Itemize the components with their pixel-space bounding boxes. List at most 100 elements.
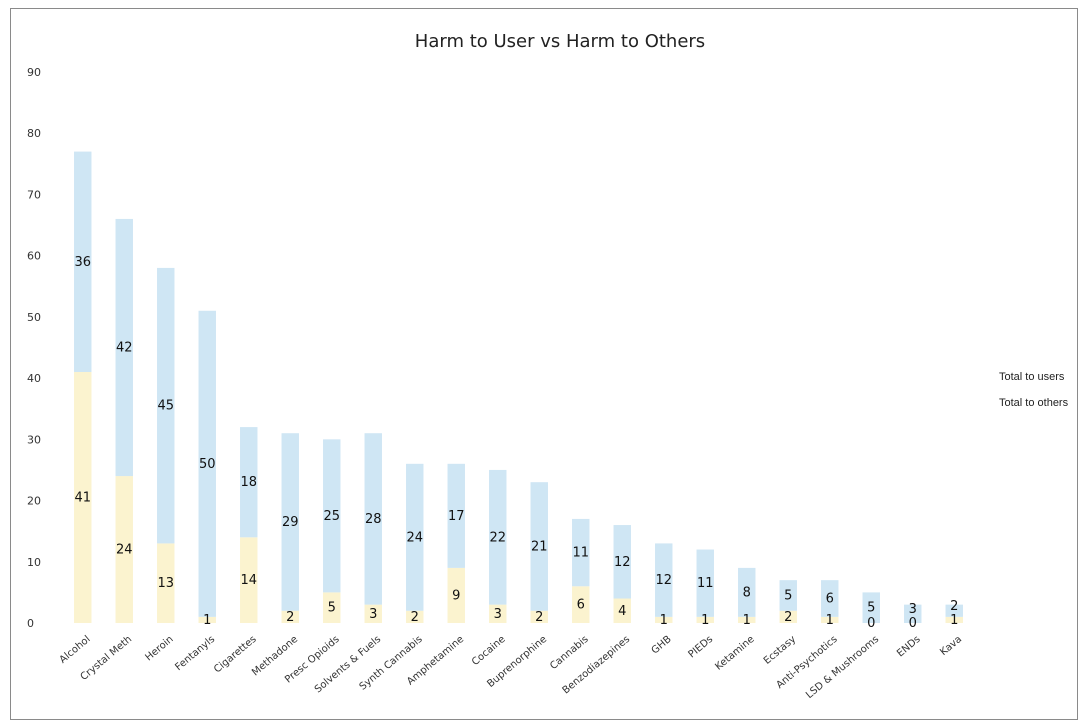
x-tick-label: PIEDs [686,634,715,661]
data-label-users: 6 [826,592,834,607]
x-tick-label: Fentanyls [173,634,217,673]
data-label-users: 36 [74,255,91,270]
bar-others [406,610,424,623]
data-label-others: 5 [328,601,336,616]
x-tick-label: Ecstasy [762,634,798,667]
bar-others [572,586,590,623]
bar-users [157,267,175,544]
data-label-users: 11 [697,576,714,591]
bar-others [821,616,839,623]
bar-users [406,463,424,611]
data-label-users: 42 [116,341,133,356]
data-label-users: 18 [240,475,257,490]
bar-users [240,427,258,538]
data-label-users: 28 [365,512,382,527]
data-label-others: 2 [411,610,419,625]
legend-item-others: Total to others [999,397,1069,409]
bar-users [281,433,299,611]
x-tick-label: Cocaine [470,634,508,668]
y-tick-label: 20 [27,495,41,508]
bar-others [240,537,258,623]
bar-others [655,616,673,623]
x-tick-label: LSD & Mushrooms [804,634,881,701]
y-tick-label: 80 [27,127,41,140]
data-label-others: 0 [867,616,875,631]
bar-others [613,598,631,623]
data-label-others: 1 [743,613,751,628]
bar-others [696,616,714,623]
data-label-others: 2 [286,610,294,625]
bar-others [198,616,216,623]
y-tick-label: 40 [27,372,41,385]
data-label-others: 1 [660,613,668,628]
x-tick-label: Alcohol [58,634,93,666]
bar-others [74,371,92,623]
data-label-users: 3 [909,602,917,617]
bar-others [945,616,963,623]
data-label-users: 12 [655,573,672,588]
data-label-users: 8 [743,585,751,600]
data-label-others: 4 [618,604,626,619]
data-label-users: 2 [950,599,958,614]
data-label-users: 45 [157,399,174,414]
bar-users [696,549,714,617]
data-label-others: 3 [369,607,377,622]
x-tick-label: Ketamine [713,634,756,673]
data-label-others: 13 [157,576,174,591]
data-label-others: 0 [909,616,917,631]
data-label-users: 5 [867,601,875,616]
data-label-others: 1 [203,613,211,628]
bar-users [364,433,382,605]
bar-users [323,439,341,593]
data-label-others: 24 [116,543,133,558]
data-label-others: 6 [577,598,585,613]
y-tick-label: 70 [27,188,41,201]
bar-users [447,463,465,568]
data-label-others: 1 [701,613,709,628]
data-label-users: 5 [784,588,792,603]
x-tick-label: GHB [650,634,674,657]
bar-users [74,151,92,372]
bar-others [447,567,465,623]
y-tick-label: 10 [27,556,41,569]
data-label-others: 9 [452,588,460,603]
data-label-users: 22 [489,530,506,545]
bar-users [115,218,133,477]
bar-others [779,610,797,623]
chart-title: Harm to User vs Harm to Others [414,31,706,52]
bar-users [198,310,216,617]
data-label-others: 3 [494,607,502,622]
data-label-others: 41 [74,490,91,505]
bar-others [323,592,341,623]
bar-others [489,604,507,623]
bar-others [738,616,756,623]
data-label-others: 1 [950,613,958,628]
x-tick-label: Kava [938,634,964,658]
x-tick-label: Cannabis [548,634,591,672]
data-label-users: 50 [199,457,216,472]
data-label-users: 12 [614,555,631,570]
bar-others [364,604,382,623]
bar-users [655,543,673,617]
bar-users [945,604,963,617]
y-tick-label: 30 [27,433,41,446]
bar-users [572,518,590,587]
data-label-users: 11 [572,546,589,561]
x-tick-label: Heroin [143,634,175,664]
bar-others [157,543,175,623]
bar-users [738,567,756,617]
x-tick-label: ENDs [895,634,923,660]
chart-frame [10,8,1078,720]
bar-others [115,476,133,623]
data-label-users: 17 [448,509,465,524]
data-label-others: 2 [784,610,792,625]
legend-item-users: Total to users [999,371,1065,383]
data-label-others: 2 [535,610,543,625]
bar-users [613,525,631,599]
bar-users [904,604,922,623]
data-label-others: 1 [826,613,834,628]
y-tick-label: 50 [27,311,41,324]
y-tick-label: 0 [27,617,34,630]
bar-others [530,610,548,623]
